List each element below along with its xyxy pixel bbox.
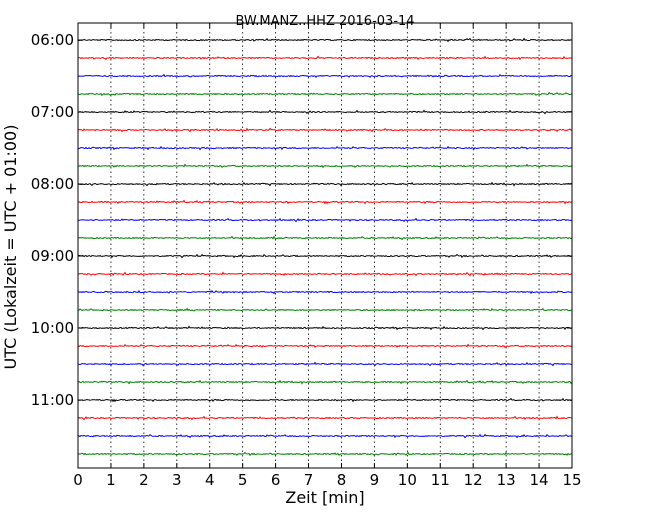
trace-1130	[77, 433, 573, 439]
x-tick-label: 12	[464, 471, 483, 489]
x-tick-label: 0	[73, 471, 83, 489]
x-tick-label: 5	[238, 471, 248, 489]
x-axis-ticks: 0 1 2 3 4 5 6 7 8 9 10 11 12 13 14 15	[73, 23, 582, 489]
trace-1030	[77, 361, 573, 367]
trace-group	[77, 37, 573, 457]
x-tick-label: 7	[304, 471, 314, 489]
trace-0730	[77, 145, 573, 151]
trace-1045	[77, 379, 573, 385]
trace-0715	[77, 127, 573, 133]
trace-1145	[77, 451, 573, 457]
x-tick-label: 6	[271, 471, 281, 489]
trace-0900	[77, 253, 573, 259]
x-tick-label: 9	[370, 471, 380, 489]
x-tick-label: 3	[172, 471, 182, 489]
trace-0800	[77, 181, 573, 187]
x-tick-label: 11	[431, 471, 450, 489]
trace-1000	[77, 325, 573, 331]
trace-0645	[77, 91, 573, 97]
x-tick-label: 8	[337, 471, 347, 489]
x-axis-label: Zeit [min]	[285, 488, 364, 507]
y-tick-label: 07:00	[31, 103, 74, 121]
y-tick-label: 11:00	[31, 391, 74, 409]
y-tick-label: 09:00	[31, 247, 74, 265]
x-tick-label: 14	[530, 471, 549, 489]
trace-0700	[77, 109, 573, 115]
y-axis-ticks: 06:00 07:00 08:00 09:00 10:00 11:00	[31, 31, 572, 409]
y-tick-label: 06:00	[31, 31, 74, 49]
trace-0915	[77, 271, 573, 277]
trace-0600	[77, 37, 573, 43]
x-tick-label: 10	[398, 471, 417, 489]
grid-lines	[110, 23, 540, 468]
trace-1115	[77, 415, 573, 421]
plot-frame	[77, 22, 573, 469]
x-tick-label: 4	[205, 471, 215, 489]
y-tick-label: 08:00	[31, 175, 74, 193]
trace-0930	[77, 289, 573, 295]
trace-0830	[77, 217, 573, 223]
trace-1015	[77, 343, 573, 348]
trace-0945	[77, 307, 573, 312]
y-axis-label: UTC (Lokalzeit = UTC + 01:00)	[1, 125, 20, 370]
trace-0615	[77, 55, 573, 61]
chart-title: BW.MANZ..HHZ 2016-03-14	[235, 14, 414, 29]
x-tick-label: 2	[139, 471, 149, 489]
trace-0815	[77, 199, 573, 205]
y-tick-label: 10:00	[31, 319, 74, 337]
x-tick-label: 13	[497, 471, 516, 489]
trace-0630	[77, 73, 573, 79]
trace-0745	[77, 163, 573, 169]
trace-0845	[77, 235, 573, 241]
trace-1100	[77, 397, 573, 403]
x-tick-label: 1	[106, 471, 116, 489]
x-tick-label: 15	[562, 471, 581, 489]
